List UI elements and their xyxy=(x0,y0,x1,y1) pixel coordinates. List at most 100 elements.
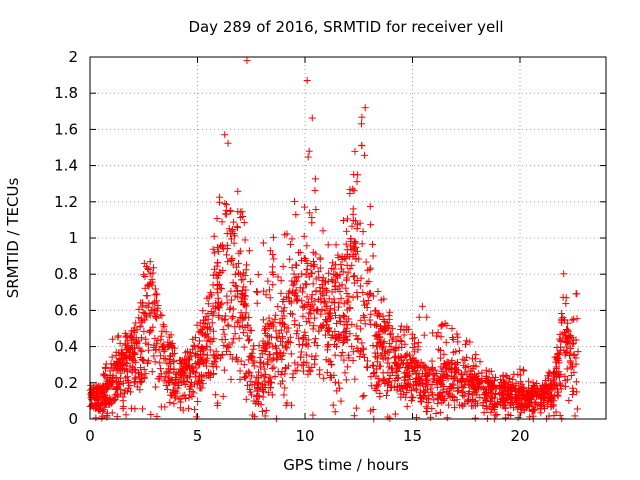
data-point xyxy=(239,329,247,337)
data-point xyxy=(359,312,367,320)
data-point xyxy=(240,361,248,369)
data-point xyxy=(215,304,223,312)
data-point xyxy=(121,387,129,395)
data-point xyxy=(331,306,339,314)
data-point xyxy=(338,265,346,273)
data-point xyxy=(272,327,280,335)
data-point xyxy=(427,413,435,421)
data-point xyxy=(101,363,109,371)
data-point xyxy=(309,248,317,256)
data-point xyxy=(212,391,220,399)
data-point xyxy=(133,383,141,391)
data-point xyxy=(324,241,332,249)
data-point xyxy=(321,307,329,315)
data-point xyxy=(230,218,238,226)
data-point xyxy=(323,288,331,296)
data-point xyxy=(493,410,501,418)
y-tick-label: 0.4 xyxy=(54,338,78,356)
data-point xyxy=(463,337,471,345)
data-point xyxy=(242,395,250,403)
data-point xyxy=(348,261,356,269)
data-point xyxy=(334,274,342,282)
data-point xyxy=(122,411,130,419)
data-point xyxy=(145,328,153,336)
data-point xyxy=(573,290,581,298)
data-point xyxy=(262,370,270,378)
data-point xyxy=(153,290,161,298)
data-point xyxy=(479,399,487,407)
data-point xyxy=(227,296,235,304)
data-point xyxy=(171,349,179,357)
data-point xyxy=(216,284,224,292)
data-point xyxy=(234,187,242,195)
data-point xyxy=(438,389,446,397)
data-point xyxy=(563,338,571,346)
data-point xyxy=(100,387,108,395)
data-point xyxy=(253,299,261,307)
data-point xyxy=(104,375,112,383)
data-point xyxy=(429,391,437,399)
data-point xyxy=(293,330,301,338)
data-point xyxy=(165,365,173,373)
data-point xyxy=(360,353,368,361)
data-point xyxy=(407,387,415,395)
data-point xyxy=(268,365,276,373)
data-point xyxy=(226,304,234,312)
data-point xyxy=(374,382,382,390)
data-point xyxy=(309,411,317,419)
data-point xyxy=(292,261,300,269)
data-point xyxy=(216,354,224,362)
data-point xyxy=(302,317,310,325)
data-point xyxy=(571,412,579,420)
data-point xyxy=(236,375,244,383)
data-point xyxy=(528,407,536,415)
data-point xyxy=(259,239,267,247)
data-point xyxy=(440,350,448,358)
data-point xyxy=(211,358,219,366)
data-point xyxy=(246,369,254,377)
data-point xyxy=(227,257,235,265)
data-point xyxy=(316,366,324,374)
data-point xyxy=(154,375,162,383)
data-point xyxy=(181,381,189,389)
data-point xyxy=(286,240,294,248)
data-point xyxy=(499,390,507,398)
data-point xyxy=(546,395,554,403)
data-point xyxy=(108,377,116,385)
data-point xyxy=(213,243,221,251)
data-point xyxy=(385,340,393,348)
data-point xyxy=(556,379,564,387)
data-point xyxy=(312,275,320,283)
data-point xyxy=(254,271,262,279)
data-point xyxy=(485,378,493,386)
data-point xyxy=(430,396,438,404)
data-point xyxy=(187,378,195,386)
data-point xyxy=(313,341,321,349)
data-point xyxy=(384,387,392,395)
data-point xyxy=(450,374,458,382)
data-point xyxy=(153,314,161,322)
data-point xyxy=(343,246,351,254)
data-point xyxy=(225,225,233,233)
data-point xyxy=(328,331,336,339)
data-point xyxy=(312,205,320,213)
data-point xyxy=(328,265,336,273)
data-point xyxy=(306,368,314,376)
data-point xyxy=(213,363,221,371)
data-point xyxy=(279,262,287,270)
data-point xyxy=(272,311,280,319)
data-point xyxy=(157,403,165,411)
data-point xyxy=(394,374,402,382)
data-point xyxy=(140,271,148,279)
data-point xyxy=(418,302,426,310)
data-point xyxy=(475,369,483,377)
data-point xyxy=(374,349,382,357)
data-point xyxy=(549,376,557,384)
data-point xyxy=(364,364,372,372)
data-point xyxy=(227,235,235,243)
data-point xyxy=(533,379,541,387)
data-point xyxy=(374,381,382,389)
data-point xyxy=(158,327,166,335)
data-point xyxy=(359,345,367,353)
data-point xyxy=(361,320,369,328)
